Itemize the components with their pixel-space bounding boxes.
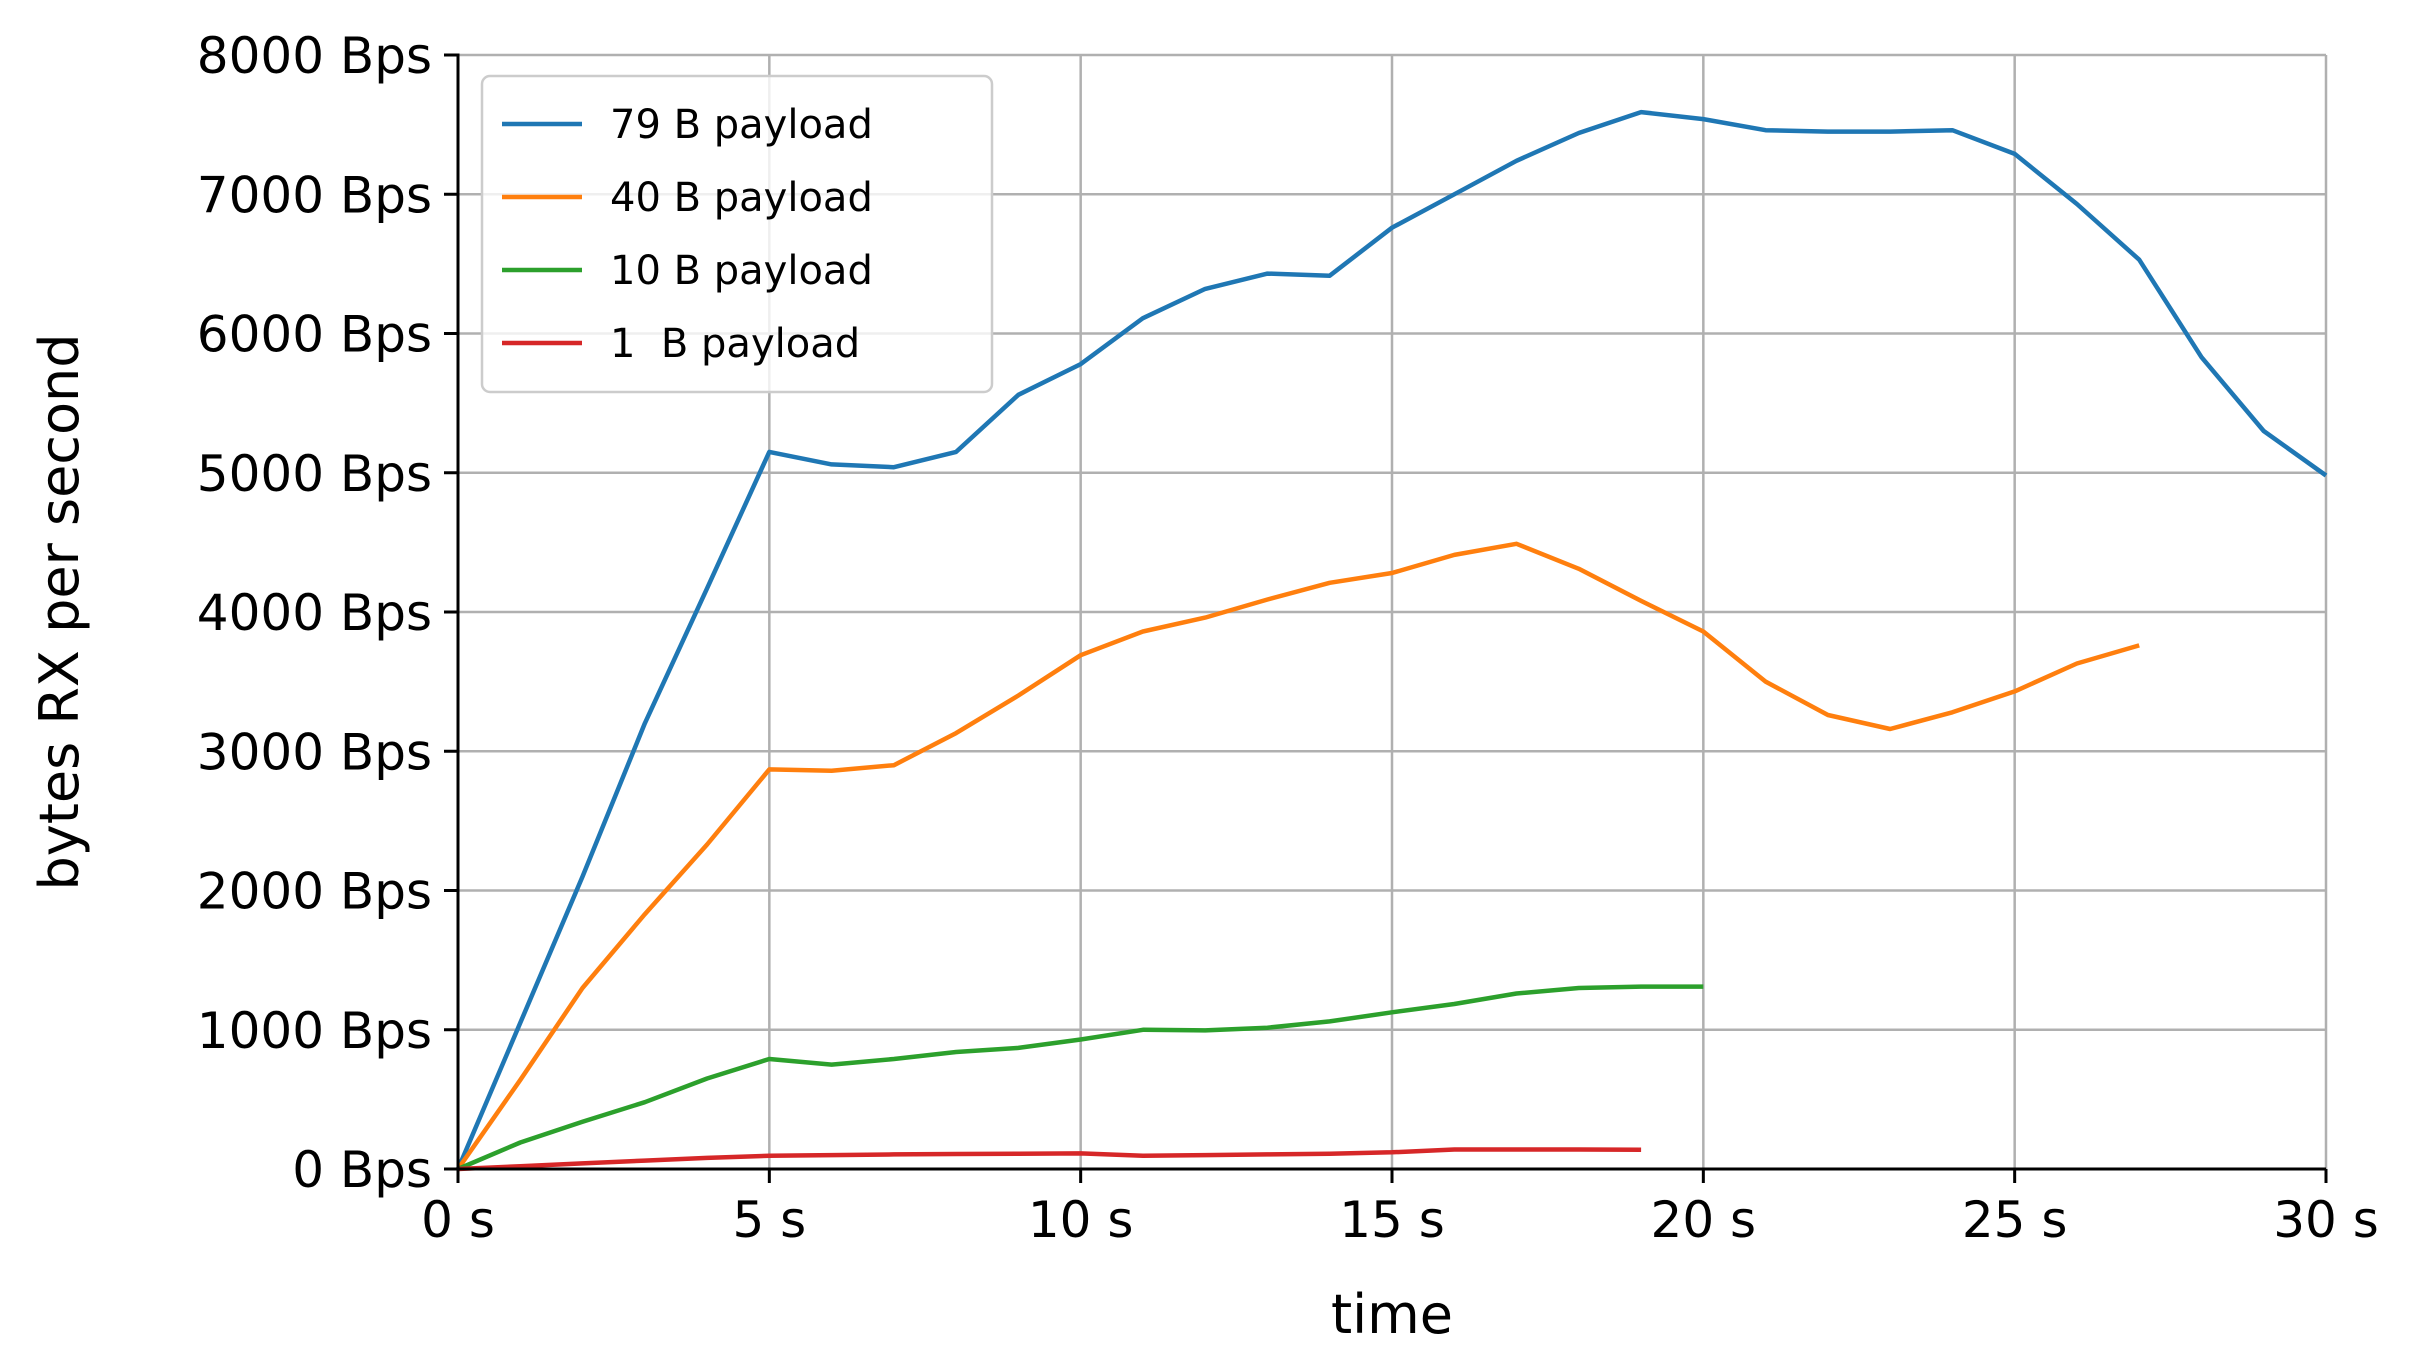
- y-tick-label-5: 5000 Bps: [197, 445, 432, 503]
- legend-label-3: 1 B payload: [610, 321, 860, 367]
- y-axis-title: bytes RX per second: [28, 333, 91, 890]
- y-tick-label-2: 2000 Bps: [197, 863, 432, 921]
- legend-label-0: 79 B payload: [610, 102, 873, 148]
- y-tick-label-7: 7000 Bps: [197, 166, 432, 224]
- y-tick-label-0: 0 Bps: [292, 1141, 432, 1199]
- x-tick-label-4: 20 s: [1651, 1191, 1757, 1249]
- x-tick-label-2: 10 s: [1028, 1191, 1134, 1249]
- series-line-0: [455, 109, 2328, 1170]
- series-line-2: [457, 984, 1704, 1172]
- legend-box: [480, 74, 994, 394]
- legend-label-2: 10 B payload: [610, 248, 873, 294]
- series-lines: [455, 109, 2328, 1172]
- x-tick-label-6: 30 s: [2273, 1191, 2379, 1249]
- grid: [456, 53, 2328, 1171]
- y-tick-label-8: 8000 Bps: [197, 27, 432, 85]
- x-tick-label-0: 0 s: [421, 1191, 495, 1249]
- series-line-1: [456, 541, 2140, 1171]
- y-tick-label-3: 3000 Bps: [197, 723, 432, 781]
- legend-label-1: 40 B payload: [610, 175, 873, 221]
- x-tick-label-5: 25 s: [1962, 1191, 2068, 1249]
- legend: 79 B payload 40 B payload 10 B payload 1 B …: [480, 74, 994, 394]
- y-tick-label-4: 4000 Bps: [197, 584, 432, 642]
- y-tick-label-1: 1000 Bps: [197, 1002, 432, 1060]
- x-ticks: 0 s 5 s 10 s 15 s 20 s 25 s 30 s: [421, 1169, 2379, 1249]
- y-ticks: 0 Bps 1000 Bps 2000 Bps 3000 Bps 4000 Bps 500…: [197, 27, 458, 1199]
- x-tick-label-3: 15 s: [1339, 1191, 1445, 1249]
- series-line-3: [457, 1147, 1642, 1172]
- y-tick-label-6: 6000 Bps: [197, 306, 432, 364]
- x-tick-label-1: 5 s: [732, 1191, 806, 1249]
- x-axis-title: time: [1331, 1283, 1453, 1346]
